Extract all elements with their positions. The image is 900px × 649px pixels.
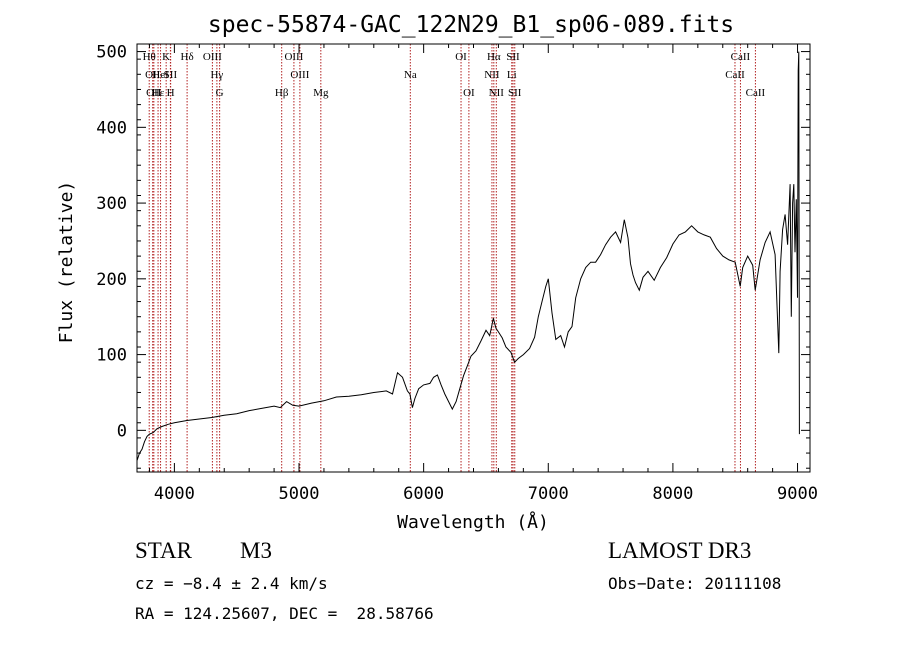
line-label: HeI bbox=[152, 69, 169, 81]
y-axis-label: Flux (relative) bbox=[56, 181, 77, 344]
line-label: OI bbox=[455, 51, 467, 63]
line-label: G bbox=[216, 87, 224, 99]
line-label: SII bbox=[506, 51, 520, 63]
spectrum-line bbox=[136, 51, 800, 461]
line-label: Hδ bbox=[181, 51, 194, 63]
line-label: Mg bbox=[313, 87, 329, 99]
y-tick-label: 200 bbox=[96, 270, 127, 290]
line-label: SII bbox=[508, 87, 522, 99]
line-label: OII bbox=[145, 69, 161, 81]
y-tick-label: 0 bbox=[117, 421, 127, 441]
line-label: Hβ bbox=[275, 87, 289, 99]
line-markers bbox=[148, 44, 756, 472]
line-label: H bbox=[167, 87, 175, 99]
line-label: Hθ bbox=[143, 51, 156, 63]
y-tick-label: 500 bbox=[96, 43, 127, 63]
line-label: NII bbox=[489, 87, 505, 99]
x-tick-label: 6000 bbox=[403, 484, 444, 504]
line-label: Hα bbox=[487, 51, 501, 63]
y-tick-label: 400 bbox=[96, 118, 127, 138]
line-label: CaII bbox=[746, 87, 766, 99]
line-label: OIII bbox=[284, 51, 303, 63]
line-label: CaII bbox=[725, 69, 745, 81]
line-label: Na bbox=[404, 69, 417, 81]
line-label: OIII bbox=[290, 69, 309, 81]
line-label: SII bbox=[164, 69, 178, 81]
object-class: STAR bbox=[135, 538, 192, 563]
redshift-velocity: cz = −8.4 ± 2.4 km/s bbox=[135, 574, 328, 593]
x-tick-label: 9000 bbox=[777, 484, 818, 504]
y-axis: 0 100 200 300 400 500 bbox=[96, 43, 810, 469]
x-axis-label: Wavelength (Å) bbox=[397, 511, 549, 533]
survey-name: LAMOST DR3 bbox=[608, 538, 752, 563]
x-tick-label: 7000 bbox=[528, 484, 569, 504]
chart-title: spec-55874-GAC_122N29_B1_sp06-089.fits bbox=[208, 12, 734, 38]
line-label: K bbox=[162, 51, 170, 63]
line-label: Li bbox=[507, 69, 517, 81]
line-label: Hε bbox=[152, 87, 165, 99]
x-tick-label: 5000 bbox=[279, 484, 320, 504]
line-label: OI bbox=[463, 87, 475, 99]
x-tick-label: 8000 bbox=[652, 484, 693, 504]
line-label: CaII bbox=[731, 51, 751, 63]
line-label: Hγ bbox=[210, 69, 223, 81]
line-label: NII bbox=[484, 69, 500, 81]
x-tick-label: 4000 bbox=[154, 484, 195, 504]
y-tick-label: 100 bbox=[96, 346, 127, 366]
y-tick-label: 300 bbox=[96, 194, 127, 214]
line-label: OIII bbox=[203, 51, 222, 63]
coordinates: RA = 124.25607, DEC = 28.58766 bbox=[135, 604, 434, 623]
object-subclass: M3 bbox=[240, 538, 272, 563]
x-axis: 4000 5000 6000 7000 8000 9000 bbox=[148, 44, 818, 504]
plot-frame bbox=[136, 43, 811, 473]
observation-date: Obs−Date: 20111108 bbox=[608, 574, 782, 593]
line-label: OII bbox=[146, 87, 162, 99]
